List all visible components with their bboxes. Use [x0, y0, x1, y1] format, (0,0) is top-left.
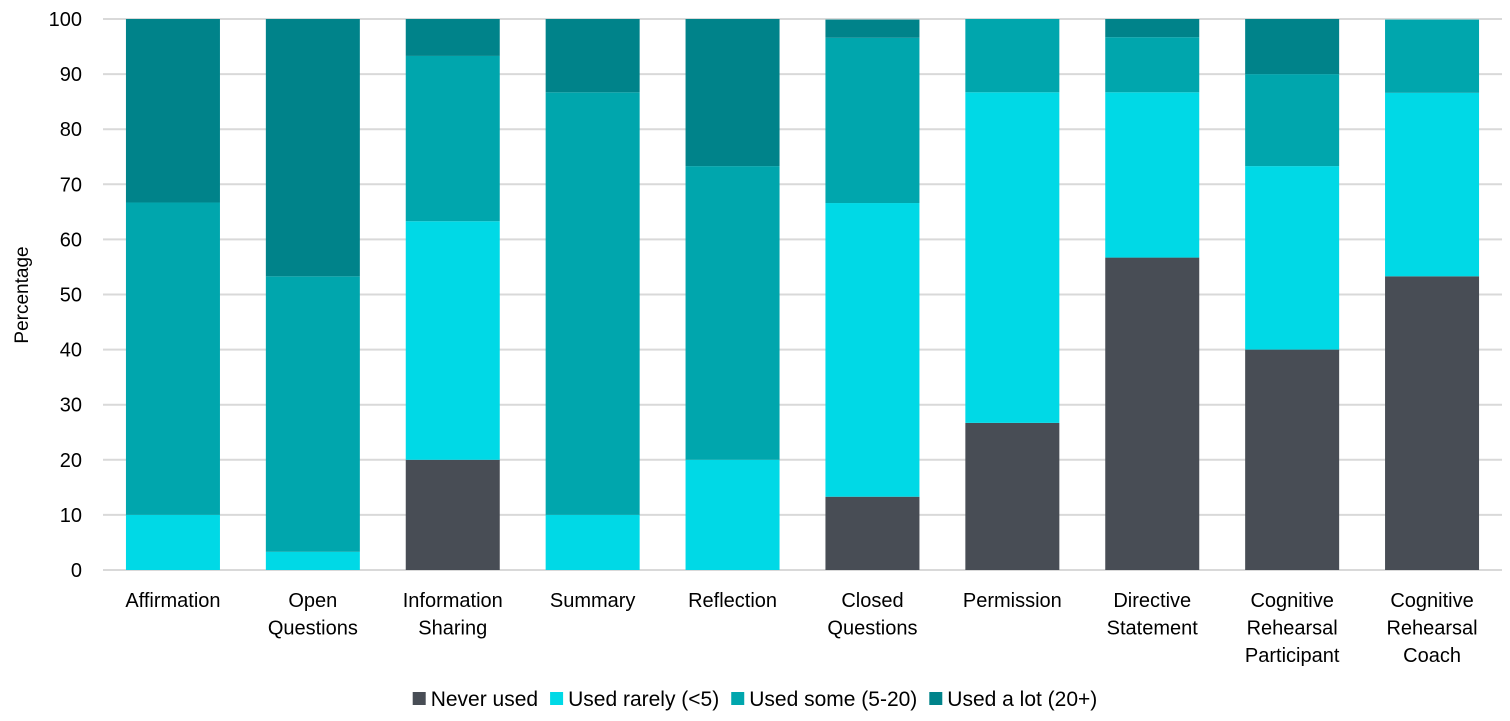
- bar-segment-4: [545, 19, 640, 93]
- bar-segment-4: [1105, 19, 1200, 38]
- legend: Never used Used rarely (<5) Used some (5-2…: [412, 688, 1097, 711]
- x-category-label: Participant: [1245, 645, 1340, 667]
- x-category-label: Coach: [1403, 645, 1461, 667]
- bar-segment-3: [265, 276, 360, 552]
- x-category-label: Reflection: [688, 590, 777, 612]
- bar-segment-2: [545, 514, 640, 570]
- bar-segment-3: [1105, 37, 1200, 93]
- x-category-label: Summary: [550, 590, 636, 612]
- x-axis-categories: Affirmation Open Questions Information Shari…: [125, 590, 1477, 667]
- y-tick-label: 20: [60, 450, 82, 472]
- y-tick-label: 10: [60, 505, 82, 527]
- x-category-label: Questions: [827, 618, 917, 640]
- legend-item: Used some (5-20): [731, 688, 917, 711]
- legend-label: Never used: [431, 688, 538, 711]
- x-category-label: Directive: [1113, 590, 1191, 612]
- y-axis-ticks: 0 10 20 30 40 50 60 70 80 90 100: [49, 9, 82, 582]
- bar-segment-4: [1245, 19, 1340, 75]
- legend-label: Used rarely (<5): [568, 688, 719, 711]
- bar-segment-3: [545, 92, 640, 515]
- bar-segment-2: [1385, 92, 1480, 277]
- legend-item: Used rarely (<5): [550, 688, 719, 711]
- bar-segment-2: [1105, 92, 1200, 258]
- legend-label: Used a lot (20+): [947, 688, 1097, 711]
- bar-segment-3: [685, 166, 780, 460]
- x-category-label: Statement: [1107, 618, 1199, 640]
- legend-swatch: [550, 692, 564, 705]
- bar-segment-1: [1105, 257, 1200, 570]
- legend-item: Never used: [412, 688, 538, 711]
- legend-swatch: [412, 692, 426, 705]
- bar-segment-2: [405, 221, 500, 460]
- bar-segment-1: [825, 496, 920, 570]
- bar-segment-4: [125, 19, 220, 203]
- bar-segment-3: [965, 19, 1060, 93]
- x-category-label: Closed: [841, 590, 903, 612]
- y-tick-label: 70: [60, 174, 82, 196]
- bar-segment-1: [1245, 349, 1340, 570]
- bars: [125, 19, 1480, 570]
- x-category-label: Cognitive: [1250, 590, 1333, 612]
- y-tick-label: 100: [49, 9, 82, 31]
- legend-label: Used some (5-20): [749, 688, 917, 711]
- legend-item: Used a lot (20+): [929, 688, 1097, 711]
- bar-segment-1: [405, 459, 500, 570]
- x-category-label: Sharing: [418, 618, 487, 640]
- legend-swatch: [929, 692, 943, 705]
- bar-segment-3: [125, 202, 220, 515]
- bar-segment-4: [825, 19, 920, 38]
- bar-segment-3: [1385, 19, 1480, 93]
- y-tick-label: 40: [60, 340, 82, 362]
- y-axis-label: Percentage: [12, 246, 33, 343]
- x-category-label: Questions: [268, 618, 358, 640]
- bar-segment-3: [405, 55, 500, 222]
- y-tick-label: 60: [60, 229, 82, 251]
- x-category-label: Affirmation: [125, 590, 220, 612]
- bar-segment-3: [825, 37, 920, 204]
- bar-segment-2: [265, 551, 360, 570]
- bar-segment-4: [405, 19, 500, 56]
- bar-segment-1: [965, 422, 1060, 570]
- bar-segment-4: [265, 19, 360, 277]
- bar-segment-2: [125, 514, 220, 570]
- bar-segment-4: [685, 19, 780, 167]
- x-category-label: Rehearsal: [1386, 618, 1477, 640]
- legend-swatch: [731, 692, 745, 705]
- x-category-label: Rehearsal: [1247, 618, 1338, 640]
- bar-segment-2: [685, 459, 780, 570]
- y-tick-label: 50: [60, 285, 82, 307]
- x-category-label: Permission: [963, 590, 1062, 612]
- bar-segment-3: [1245, 74, 1340, 167]
- y-tick-label: 0: [71, 560, 82, 582]
- y-tick-label: 80: [60, 119, 82, 141]
- x-category-label: Open: [288, 590, 337, 612]
- x-category-label: Cognitive: [1390, 590, 1473, 612]
- bar-segment-2: [965, 92, 1060, 423]
- y-tick-label: 90: [60, 64, 82, 86]
- bar-segment-1: [1385, 276, 1480, 570]
- bar-segment-2: [825, 203, 920, 497]
- x-category-label: Information: [403, 590, 503, 612]
- bar-segment-2: [1245, 166, 1340, 350]
- y-tick-label: 30: [60, 395, 82, 417]
